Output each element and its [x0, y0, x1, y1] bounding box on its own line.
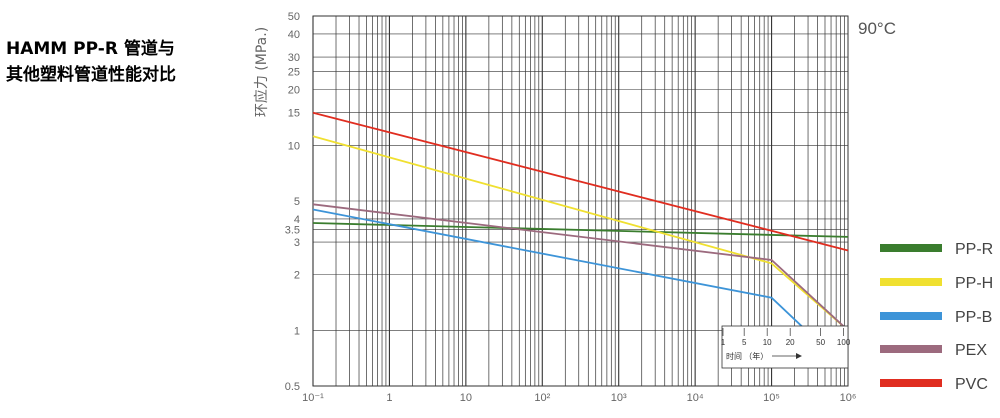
inset-tick-label: 100 — [837, 338, 851, 347]
inset-tick-label: 1 — [721, 338, 726, 347]
x-tick-label: 10 — [460, 392, 472, 404]
y-tick-label: 15 — [288, 108, 300, 120]
x-tick-label: 1 — [386, 392, 392, 404]
y-tick-label: 5 — [294, 196, 300, 208]
y-tick-label: 25 — [288, 67, 300, 79]
y-tick-label: 4 — [294, 214, 300, 226]
y-tick-label: 30 — [288, 52, 300, 64]
inset-tick-label: 20 — [786, 338, 795, 347]
x-tick-label: 10⁴ — [687, 392, 704, 404]
legend-label-pex: PEX — [955, 342, 987, 359]
legend-swatch-pp-b — [880, 312, 942, 320]
series-lines — [312, 111, 849, 349]
legend-label-pp-b: PP-B — [955, 309, 992, 326]
temperature-label: 90°C — [858, 19, 896, 38]
y-tick-label: 1 — [294, 325, 300, 337]
y-tick-label: 0.5 — [285, 381, 300, 393]
time-inset: 1 5 10 20 50 100 时间 （年） — [721, 325, 851, 369]
inset-label: 时间 （年） — [726, 351, 768, 361]
x-tick-label: 10⁶ — [840, 392, 857, 404]
inset-tick-label: 5 — [742, 338, 747, 347]
grid — [312, 15, 849, 387]
inset-arrow-head — [796, 353, 802, 359]
legend-swatch-pp-h — [880, 278, 942, 286]
y-tick-label: 40 — [288, 29, 300, 41]
y-tick-label: 20 — [288, 85, 300, 97]
series-line-pp-r — [312, 222, 849, 238]
x-tick-label: 10³ — [611, 392, 627, 404]
x-tick-label: 10⁻¹ — [302, 392, 324, 404]
legend-label-pp-h: PP-H — [955, 275, 993, 292]
legend-swatch-pp-r — [880, 244, 942, 252]
legend-label-pp-r: PP-R — [955, 241, 993, 258]
series-line-pex — [312, 203, 849, 331]
x-tick-label: 10² — [534, 392, 550, 404]
y-tick-label: 10 — [288, 140, 300, 152]
x-tick-label: 10⁵ — [763, 392, 780, 404]
inset-box — [721, 325, 849, 369]
chart-title: HAMM PP-R 管道与 其他塑料管道性能对比 — [6, 39, 176, 85]
y-tick-label: 3.5 — [285, 225, 300, 237]
inset-tick-label: 10 — [763, 338, 772, 347]
legend-swatch-pex — [880, 345, 942, 353]
y-tick-label: 2 — [294, 270, 300, 282]
legend: PP-R PP-H PP-B PEX PVC — [880, 241, 993, 393]
inset-tick-label: 50 — [816, 338, 825, 347]
y-tick-label: 3 — [294, 237, 300, 249]
legend-label-pvc: PVC — [955, 376, 988, 393]
series-line-pvc — [312, 111, 849, 252]
y-axis-label: 环应力 (MPa.) — [253, 27, 270, 117]
y-tick-label: 50 — [288, 11, 300, 23]
legend-swatch-pvc — [880, 379, 942, 387]
